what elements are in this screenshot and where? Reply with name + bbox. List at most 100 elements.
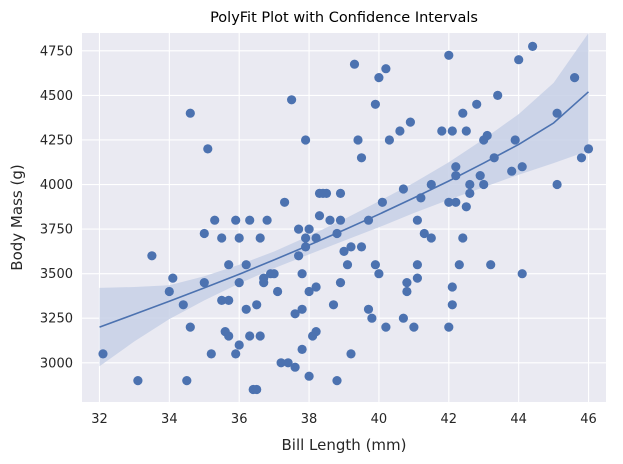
data-point xyxy=(342,260,353,270)
x-tick-label: 40 xyxy=(371,412,388,427)
data-point xyxy=(231,215,241,225)
data-point xyxy=(451,171,461,181)
data-point xyxy=(363,304,374,314)
x-tick-label: 36 xyxy=(231,412,248,427)
data-point xyxy=(583,144,594,154)
data-point xyxy=(374,269,384,279)
data-point xyxy=(297,344,307,354)
data-point xyxy=(280,197,290,207)
data-point xyxy=(479,179,489,190)
data-point xyxy=(447,126,457,136)
data-point xyxy=(482,130,492,141)
data-point xyxy=(304,371,314,381)
data-point xyxy=(287,95,297,105)
data-point xyxy=(444,322,454,332)
data-point xyxy=(224,295,234,305)
data-point xyxy=(241,260,251,270)
data-point xyxy=(224,260,234,270)
data-point xyxy=(398,313,408,323)
confidence-band-group xyxy=(99,33,589,367)
data-point xyxy=(416,193,426,203)
data-point xyxy=(381,322,391,332)
x-tick-label: 34 xyxy=(161,412,178,427)
x-tick-label: 46 xyxy=(580,412,597,427)
y-tick-label: 3000 xyxy=(40,356,73,371)
x-tick-label: 42 xyxy=(441,412,458,427)
data-point xyxy=(203,144,213,154)
data-point xyxy=(370,99,380,109)
data-point xyxy=(314,211,325,221)
fit-line xyxy=(99,91,590,328)
data-point xyxy=(458,233,468,243)
data-point xyxy=(346,242,356,252)
data-point xyxy=(465,179,475,190)
data-point xyxy=(419,228,429,239)
data-point xyxy=(185,108,195,118)
data-point xyxy=(301,242,311,252)
data-point xyxy=(210,215,220,225)
data-point xyxy=(252,384,262,395)
data-point xyxy=(335,188,346,198)
data-point xyxy=(294,251,304,261)
data-point xyxy=(447,300,457,310)
data-point xyxy=(241,304,251,314)
data-point xyxy=(363,215,374,225)
data-point xyxy=(451,162,461,172)
data-point xyxy=(489,153,499,163)
data-point xyxy=(185,322,195,332)
data-point xyxy=(356,153,367,163)
data-point xyxy=(311,282,321,292)
data-point xyxy=(311,327,321,337)
data-point xyxy=(552,108,562,118)
data-point xyxy=(206,349,216,359)
data-point xyxy=(472,99,482,109)
data-point xyxy=(510,135,520,145)
data-point xyxy=(297,269,307,279)
data-point xyxy=(283,358,293,368)
data-point xyxy=(245,331,255,341)
data-point xyxy=(259,278,269,288)
y-tick-label: 4000 xyxy=(40,178,73,193)
data-point xyxy=(426,233,436,243)
data-point xyxy=(273,286,283,297)
data-point xyxy=(234,340,244,350)
data-point xyxy=(475,171,485,181)
data-point xyxy=(353,135,363,145)
data-point xyxy=(255,331,265,341)
x-axis-ticks: 32 34 36 38 40 42 44 46 xyxy=(91,412,597,427)
data-point xyxy=(402,278,412,288)
fit-line-group xyxy=(99,91,590,328)
data-point xyxy=(234,278,244,288)
data-point xyxy=(374,73,384,83)
data-point xyxy=(245,215,255,225)
data-point xyxy=(199,228,209,239)
data-point xyxy=(290,362,300,372)
x-tick-label: 32 xyxy=(91,412,108,427)
y-tick-label: 3250 xyxy=(40,312,73,327)
data-point xyxy=(147,251,157,261)
data-point xyxy=(304,224,314,234)
y-axis-label: Body Mass (g) xyxy=(8,164,26,270)
data-point xyxy=(231,349,241,359)
data-point xyxy=(514,55,524,65)
data-point xyxy=(133,376,143,386)
data-point xyxy=(395,126,405,136)
data-point xyxy=(332,376,342,386)
data-point xyxy=(447,282,457,292)
data-point xyxy=(412,273,422,283)
data-point xyxy=(304,286,314,297)
data-point xyxy=(570,73,580,83)
data-point xyxy=(164,286,174,297)
data-point xyxy=(178,300,188,310)
data-point xyxy=(297,304,307,314)
data-point xyxy=(465,188,475,198)
confidence-band xyxy=(99,33,589,367)
y-tick-label: 4250 xyxy=(40,133,73,148)
data-point xyxy=(381,64,391,74)
data-point xyxy=(461,202,471,212)
data-point xyxy=(398,184,408,194)
data-point xyxy=(370,260,380,270)
data-point xyxy=(234,233,244,243)
data-point xyxy=(224,331,234,341)
